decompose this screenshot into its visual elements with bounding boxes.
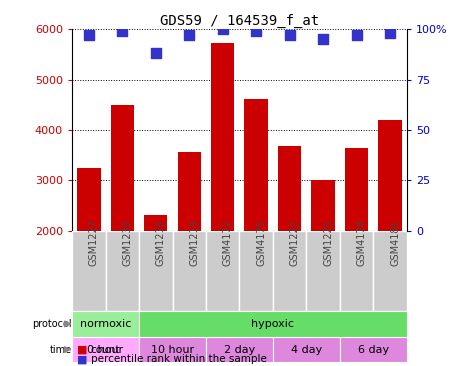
Bar bbox=[139, 231, 173, 311]
Text: GSM1227: GSM1227 bbox=[89, 219, 99, 266]
Text: protocol: protocol bbox=[32, 319, 72, 329]
Bar bbox=[273, 231, 306, 311]
Bar bbox=[379, 120, 402, 231]
Text: 6 day: 6 day bbox=[358, 344, 389, 355]
Bar bbox=[211, 43, 234, 231]
Bar bbox=[72, 311, 139, 337]
Bar bbox=[106, 231, 139, 311]
Bar bbox=[206, 231, 239, 311]
Text: GSM1219: GSM1219 bbox=[189, 219, 199, 266]
Bar bbox=[273, 337, 340, 362]
Text: GSM1225: GSM1225 bbox=[323, 219, 333, 266]
Bar bbox=[173, 231, 206, 311]
Point bbox=[353, 32, 360, 38]
Bar bbox=[312, 180, 335, 231]
Point bbox=[85, 32, 93, 38]
Text: GSM1222: GSM1222 bbox=[290, 219, 300, 266]
Point bbox=[252, 28, 260, 34]
Text: 0 hour: 0 hour bbox=[87, 344, 124, 355]
Bar bbox=[111, 105, 134, 231]
Point bbox=[219, 26, 226, 32]
Bar bbox=[373, 231, 407, 311]
Bar bbox=[206, 337, 273, 362]
Text: count: count bbox=[91, 344, 120, 355]
Point bbox=[319, 36, 327, 42]
Text: GSM1216: GSM1216 bbox=[156, 219, 166, 266]
Bar bbox=[144, 216, 167, 231]
Bar bbox=[340, 337, 407, 362]
Text: ■: ■ bbox=[77, 354, 87, 365]
Text: 4 day: 4 day bbox=[291, 344, 322, 355]
Text: GSM1230: GSM1230 bbox=[122, 219, 133, 266]
Text: percentile rank within the sample: percentile rank within the sample bbox=[91, 354, 266, 365]
Bar bbox=[139, 337, 206, 362]
Text: hypoxic: hypoxic bbox=[252, 319, 294, 329]
Bar bbox=[278, 146, 301, 231]
Text: GSM4175: GSM4175 bbox=[256, 219, 266, 266]
Bar bbox=[239, 231, 273, 311]
Text: 10 hour: 10 hour bbox=[151, 344, 194, 355]
Title: GDS59 / 164539_f_at: GDS59 / 164539_f_at bbox=[160, 14, 319, 28]
Bar bbox=[77, 168, 100, 231]
Bar bbox=[340, 231, 373, 311]
Bar bbox=[139, 311, 407, 337]
Bar bbox=[245, 99, 268, 231]
Point bbox=[386, 30, 394, 36]
Point bbox=[119, 28, 126, 34]
Bar bbox=[345, 147, 368, 231]
Text: GSM4172: GSM4172 bbox=[223, 219, 233, 266]
Text: 2 day: 2 day bbox=[224, 344, 255, 355]
Bar bbox=[178, 152, 201, 231]
Text: normoxic: normoxic bbox=[80, 319, 131, 329]
Bar bbox=[306, 231, 340, 311]
Text: time: time bbox=[49, 344, 72, 355]
Text: ■: ■ bbox=[77, 344, 87, 355]
Point bbox=[186, 32, 193, 38]
Bar bbox=[72, 231, 106, 311]
Text: GSM4178: GSM4178 bbox=[357, 219, 367, 266]
Bar bbox=[72, 337, 139, 362]
Text: GSM4181: GSM4181 bbox=[390, 219, 400, 266]
Point bbox=[152, 51, 159, 56]
Point bbox=[286, 32, 293, 38]
